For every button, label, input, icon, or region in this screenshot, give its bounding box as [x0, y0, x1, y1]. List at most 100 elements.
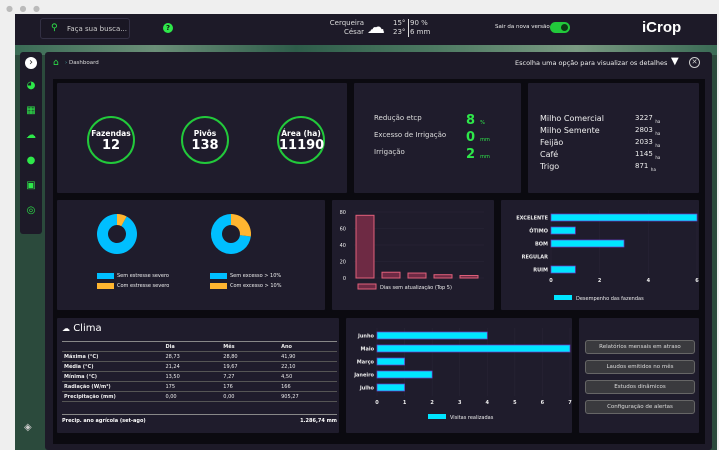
- crop-row: Feijão 2033 ha: [540, 138, 680, 150]
- crop-unit: ha: [655, 131, 661, 136]
- new-version-toggle[interactable]: [550, 22, 570, 33]
- legend-item: Com excesso > 10%: [210, 283, 281, 289]
- crop-row: Milho Semente 2803 ha: [540, 126, 680, 138]
- top-bar: ⚲ Faça sua busca... ? Cerqueira César ☁ 15…: [15, 14, 717, 45]
- bar: [355, 214, 375, 279]
- crop-area: 1145: [635, 150, 653, 158]
- table-cell: Média (°C): [62, 361, 164, 372]
- farm-performance-card: 0 2 4 6 EXCELENTE ÓTIMO BOM REGULAR RUIM Desempen…: [499, 198, 701, 312]
- y-tick-label: EXCELENTE: [516, 216, 548, 222]
- chevron-right-icon[interactable]: ›: [25, 57, 37, 69]
- dynamic-studies-button[interactable]: Estudos dinâmicos: [585, 380, 695, 394]
- kpi-area[interactable]: Área (ha) 11190: [277, 116, 325, 164]
- crop-area: 871: [635, 162, 649, 170]
- crop-name: Café: [540, 150, 559, 159]
- table-cell: 13,50: [163, 371, 222, 382]
- table-row: Média (°C) 21,24 19,67 22,10: [62, 361, 337, 372]
- table-cell: 28,80: [221, 351, 280, 362]
- weather-humidity-rain: 90 % 6 mm: [410, 19, 431, 36]
- chart-pie-icon[interactable]: ◕: [26, 80, 36, 91]
- x-tick-label: 3: [458, 400, 462, 406]
- bar: [459, 275, 479, 279]
- crop-unit: ha: [655, 143, 661, 148]
- legend-label: Desempenho das fazendas: [576, 296, 644, 302]
- y-tick-label: REGULAR: [522, 255, 548, 261]
- irrigation-label: Irrigação: [374, 148, 405, 156]
- reports-issued-button[interactable]: Laudos emitidos no mês: [585, 360, 695, 374]
- bar: [550, 265, 576, 274]
- crop-row: Café 1145 ha: [540, 150, 680, 162]
- sidebar: › ◕ ▦ ☁ ● ▣ ◎: [20, 52, 42, 234]
- x-tick-label: 0: [549, 278, 553, 284]
- calendar-check-icon[interactable]: ▣: [26, 180, 36, 191]
- breadcrumb: › Dashboard: [65, 60, 99, 66]
- late-reports-button[interactable]: Relatórios mensais em atraso: [585, 340, 695, 354]
- days-without-update-card: 0 20 40 60 80 Dias sem atualização (Top 5): [330, 198, 496, 312]
- table-cell: 19,67: [221, 361, 280, 372]
- x-tick-label: 6: [541, 400, 545, 406]
- search-input[interactable]: ⚲ Faça sua busca...: [40, 18, 130, 39]
- breadcrumb-dashboard[interactable]: Dashboard: [68, 60, 99, 66]
- map-icon[interactable]: ▦: [26, 105, 36, 116]
- filter-icon[interactable]: ▼: [671, 56, 679, 67]
- climate-card: ☁ Clima Dia Mês Ano Máxima (°C) 28,73 28,80 41…: [55, 316, 341, 435]
- filter-hint: Escolha uma opção para visualizar os det…: [515, 59, 668, 67]
- x-tick-label: 2: [430, 400, 434, 406]
- climate-footer: Precip. ano agrícola (set-ago) 1.286,74 m…: [62, 414, 337, 424]
- bar: [376, 344, 571, 353]
- table-cell: 7,27: [221, 371, 280, 382]
- table-header: Dia Mês Ano: [62, 341, 337, 352]
- question-icon[interactable]: ?: [163, 23, 173, 33]
- kpi-fazendas[interactable]: Fazendas 12: [87, 116, 135, 164]
- close-icon[interactable]: ✕: [689, 57, 700, 68]
- donuts-card: Sem estresse severo Com estresse severo …: [55, 198, 327, 312]
- column-header: Ano: [279, 341, 337, 352]
- map-background: [15, 45, 717, 55]
- y-tick-label: 40: [340, 243, 346, 249]
- days-bar-chart: 0 20 40 60 80 Dias sem atualização (Top 5): [340, 210, 484, 291]
- x-tick-label: 4: [486, 400, 490, 406]
- table-cell: 905,27: [279, 391, 337, 402]
- app: ⚲ Faça sua busca... ? Cerqueira César ☁ 1 5…: [15, 14, 717, 450]
- weather-city: Cerqueira César: [329, 19, 364, 36]
- y-tick-label: RUIM: [533, 268, 548, 274]
- table-row: Máxima (°C) 28,73 28,80 41,90: [62, 351, 337, 362]
- bar: [550, 239, 625, 248]
- legend-label: Visitas realizadas: [450, 415, 494, 421]
- bar: [550, 213, 698, 222]
- table-cell: Radiação (W/m²): [62, 381, 164, 392]
- cloud-sun-icon: ☁: [62, 324, 70, 333]
- crop-area: 3227: [635, 114, 653, 122]
- x-tick-label: 5: [513, 400, 517, 406]
- table-cell: 22,10: [279, 361, 337, 372]
- x-tick-label: 1: [403, 400, 407, 406]
- y-tick-label: Julho: [359, 386, 375, 392]
- alerts-config-button[interactable]: Configuração de alertas: [585, 400, 695, 414]
- cloud-rain-icon[interactable]: ☁: [26, 130, 36, 141]
- column-header: [62, 341, 164, 352]
- kpi-pivos[interactable]: Pivôs 138: [181, 116, 229, 164]
- y-tick-label: Março: [357, 360, 375, 366]
- legend-label: Dias sem atualização (Top 5): [380, 285, 452, 291]
- home-icon[interactable]: ⌂: [53, 58, 59, 68]
- bar: [407, 272, 427, 279]
- water-drop-icon[interactable]: ●: [26, 155, 36, 166]
- kpi-card: Fazendas 12 Pivôs 138 Área (ha) 11190: [55, 81, 349, 195]
- donut-slice: [231, 214, 251, 237]
- table-cell: 28,73: [163, 351, 222, 362]
- irrigation-value: 8 %: [466, 113, 485, 128]
- crops-list: Milho Comercial 3227 ha Milho Semente 2803 …: [540, 114, 680, 174]
- climate-table: Dia Mês Ano Máxima (°C) 28,73 28,80 41,90 Média…: [62, 341, 337, 402]
- table-cell: 176: [221, 381, 280, 392]
- satellite-icon[interactable]: ◎: [26, 205, 36, 216]
- y-tick-label: Maio: [361, 347, 375, 353]
- donut-slice: [96, 214, 137, 254]
- legend-item: Sem estresse severo: [97, 273, 169, 279]
- table-row: Radiação (W/m²) 175 176 166: [62, 381, 337, 392]
- search-icon: ⚲: [51, 23, 58, 33]
- window-controls: ● ● ●: [6, 4, 43, 13]
- layers-icon[interactable]: ◈: [24, 422, 32, 433]
- table-row: Precipitação (mm) 0,00 0,00 905,27: [62, 391, 337, 402]
- crop-name: Milho Comercial: [540, 114, 604, 123]
- crop-area: 2033: [635, 138, 653, 146]
